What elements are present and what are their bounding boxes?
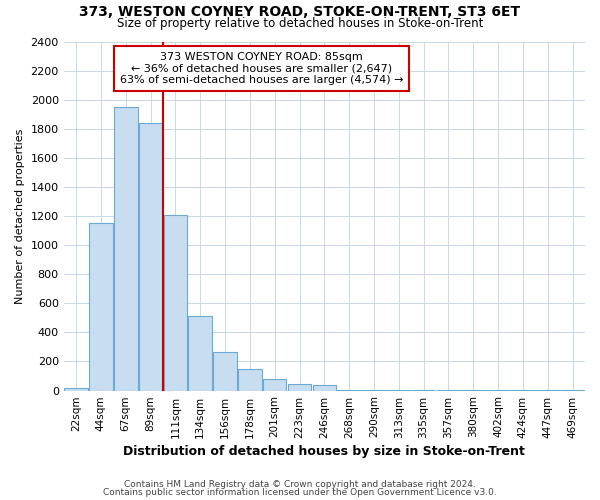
Bar: [213, 352, 237, 391]
Bar: [64, 388, 88, 390]
Bar: [313, 386, 336, 390]
Bar: [288, 384, 311, 390]
Text: Contains public sector information licensed under the Open Government Licence v3: Contains public sector information licen…: [103, 488, 497, 497]
Bar: [114, 107, 137, 391]
Bar: [238, 369, 262, 390]
X-axis label: Distribution of detached houses by size in Stoke-on-Trent: Distribution of detached houses by size …: [124, 444, 525, 458]
Text: 373, WESTON COYNEY ROAD, STOKE-ON-TRENT, ST3 6ET: 373, WESTON COYNEY ROAD, STOKE-ON-TRENT,…: [79, 5, 521, 19]
Bar: [164, 214, 187, 390]
Text: 373 WESTON COYNEY ROAD: 85sqm
← 36% of detached houses are smaller (2,647)
63% o: 373 WESTON COYNEY ROAD: 85sqm ← 36% of d…: [120, 52, 404, 85]
Bar: [139, 123, 163, 390]
Text: Size of property relative to detached houses in Stoke-on-Trent: Size of property relative to detached ho…: [117, 18, 483, 30]
Y-axis label: Number of detached properties: Number of detached properties: [15, 128, 25, 304]
Text: Contains HM Land Registry data © Crown copyright and database right 2024.: Contains HM Land Registry data © Crown c…: [124, 480, 476, 489]
Bar: [188, 316, 212, 390]
Bar: [263, 379, 286, 390]
Bar: [89, 224, 113, 390]
